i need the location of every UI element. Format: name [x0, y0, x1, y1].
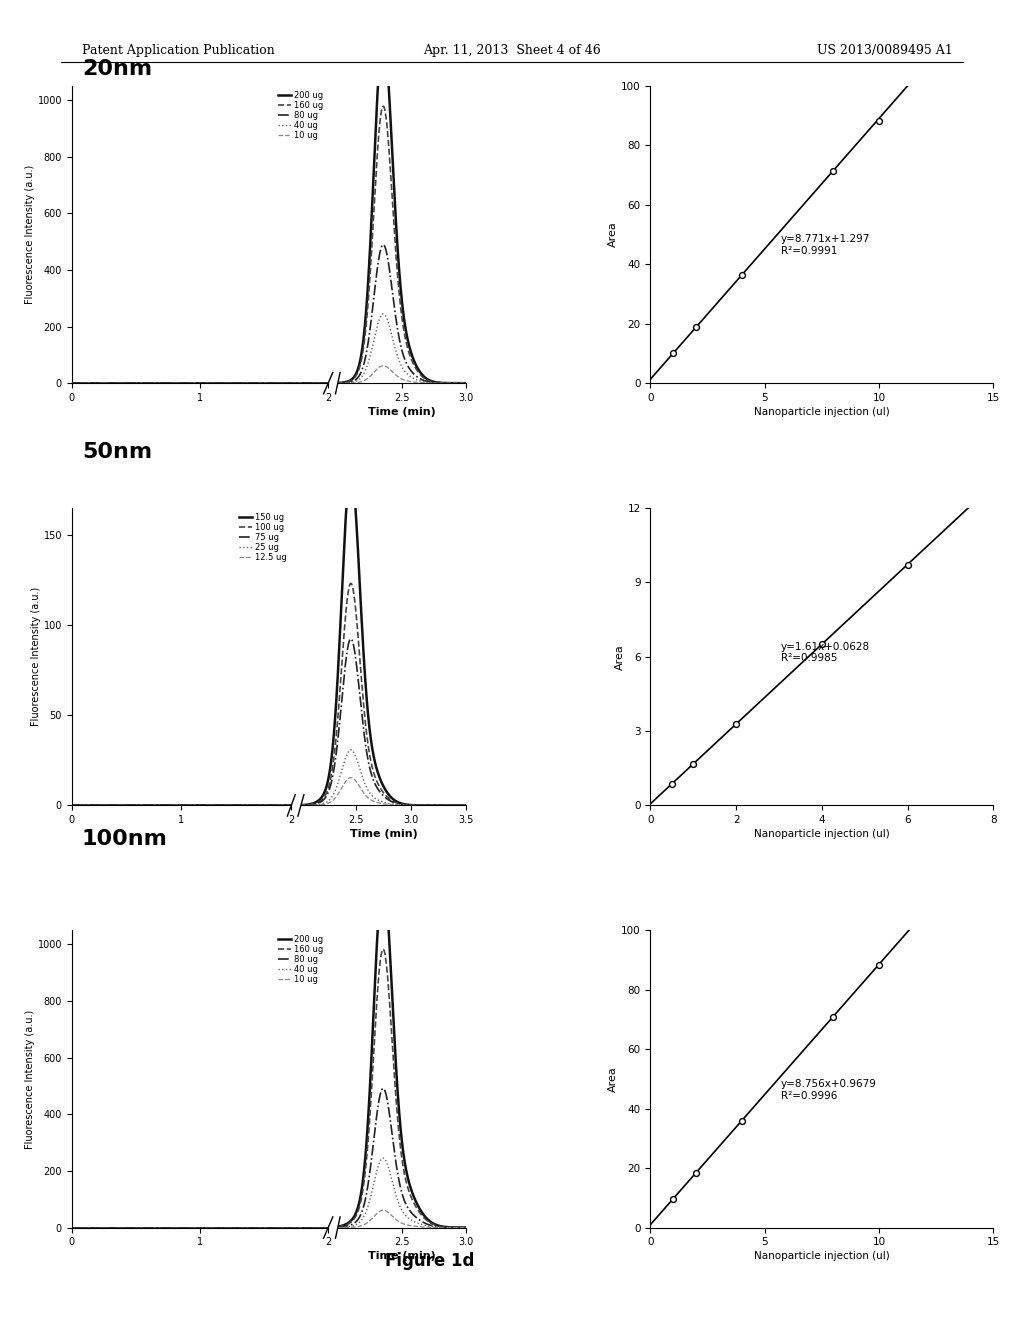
Y-axis label: Area: Area	[608, 222, 618, 247]
X-axis label: Time (min): Time (min)	[368, 407, 436, 417]
Point	[814, 634, 830, 655]
Text: Patent Application Publication: Patent Application Publication	[82, 44, 274, 57]
Legend: 200 ug, 160 ug, 80 ug, 40 ug, 10 ug: 200 ug, 160 ug, 80 ug, 40 ug, 10 ug	[278, 935, 324, 985]
Text: US 2013/0089495 A1: US 2013/0089495 A1	[816, 44, 952, 57]
Point	[688, 1163, 705, 1184]
Y-axis label: Fluorescence Intensity (a.u.): Fluorescence Intensity (a.u.)	[25, 165, 35, 304]
X-axis label: Nanoparticle injection (ul): Nanoparticle injection (ul)	[754, 1251, 890, 1262]
Text: y=1.61x+0.0628
R²=0.9985: y=1.61x+0.0628 R²=0.9985	[780, 642, 869, 664]
Point	[733, 1110, 750, 1131]
Point	[688, 317, 705, 338]
Text: Apr. 11, 2013  Sheet 4 of 46: Apr. 11, 2013 Sheet 4 of 46	[423, 44, 601, 57]
Point	[733, 264, 750, 285]
Point	[825, 1006, 842, 1027]
Point	[665, 1188, 681, 1209]
Point	[685, 754, 701, 775]
Text: Figure 1d: Figure 1d	[385, 1251, 475, 1270]
Y-axis label: Fluorescence Intensity (a.u.): Fluorescence Intensity (a.u.)	[31, 587, 41, 726]
X-axis label: Nanoparticle injection (ul): Nanoparticle injection (ul)	[754, 829, 890, 840]
Point	[870, 954, 887, 975]
X-axis label: Nanoparticle injection (ul): Nanoparticle injection (ul)	[754, 407, 890, 417]
Y-axis label: Fluorescence Intensity (a.u.): Fluorescence Intensity (a.u.)	[25, 1010, 35, 1148]
X-axis label: Time (min): Time (min)	[368, 1251, 436, 1262]
Point	[899, 554, 915, 576]
Y-axis label: Area: Area	[614, 644, 625, 669]
Legend: 150 ug, 100 ug, 75 ug, 25 ug, 12.5 ug: 150 ug, 100 ug, 75 ug, 25 ug, 12.5 ug	[238, 512, 287, 562]
X-axis label: Time (min): Time (min)	[349, 829, 418, 840]
Point	[664, 774, 680, 795]
Point	[728, 714, 744, 735]
Text: 100nm: 100nm	[82, 829, 168, 849]
Text: 50nm: 50nm	[82, 442, 152, 462]
Text: 20nm: 20nm	[82, 59, 152, 79]
Text: y=8.756x+0.9679
R²=0.9996: y=8.756x+0.9679 R²=0.9996	[780, 1078, 877, 1101]
Point	[870, 111, 887, 132]
Legend: 200 ug, 160 ug, 80 ug, 40 ug, 10 ug: 200 ug, 160 ug, 80 ug, 40 ug, 10 ug	[278, 90, 324, 141]
Y-axis label: Area: Area	[608, 1067, 618, 1092]
Point	[825, 160, 842, 181]
Point	[665, 343, 681, 364]
Text: y=8.771x+1.297
R²=0.9991: y=8.771x+1.297 R²=0.9991	[780, 235, 870, 256]
